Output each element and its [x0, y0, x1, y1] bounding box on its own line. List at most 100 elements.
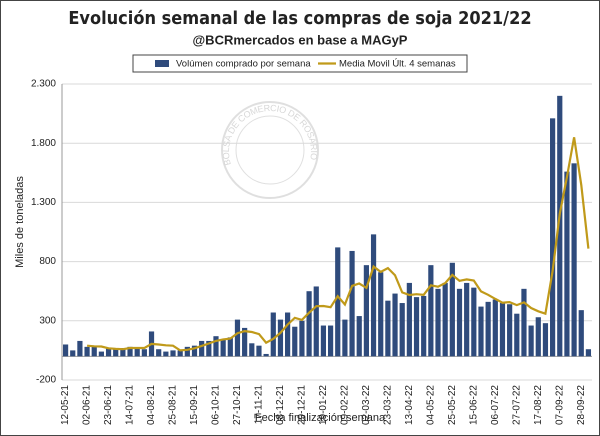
- bar: [356, 316, 362, 357]
- bar: [406, 282, 412, 357]
- bar: [492, 299, 498, 357]
- x-tick-label: 27-07-22: [511, 385, 522, 425]
- bar: [528, 325, 534, 357]
- bar: [327, 325, 334, 357]
- x-tick-label: 23-03-22: [383, 385, 394, 425]
- bar: [342, 319, 348, 357]
- bar: [213, 336, 219, 357]
- y-tick-label: 800: [39, 256, 56, 267]
- bar: [206, 340, 212, 357]
- y-tick-label: 300: [39, 315, 56, 326]
- x-tick-label: 12-05-21: [60, 385, 71, 425]
- bar: [98, 351, 104, 357]
- line: [87, 137, 590, 352]
- y-axis-label: Miles de toneladas: [14, 176, 26, 268]
- bar: [542, 323, 549, 357]
- bar: [299, 320, 305, 357]
- x-tick-label: 14-07-21: [125, 385, 136, 425]
- bar: [70, 350, 76, 357]
- bar: [413, 297, 420, 357]
- bar: [105, 348, 112, 357]
- bar: [242, 327, 248, 357]
- bar: [234, 319, 241, 357]
- bar: [163, 351, 169, 357]
- bar: [485, 301, 491, 357]
- x-tick-label: 29-12-21: [297, 385, 308, 425]
- bar: [335, 247, 341, 357]
- bar: [249, 343, 255, 357]
- x-tick-label: 27-10-21: [232, 385, 243, 425]
- x-tick-label: 17-08-22: [533, 385, 544, 425]
- bar: [428, 265, 434, 357]
- bar: [392, 293, 398, 357]
- bar: [585, 349, 592, 357]
- y-tick-label: 2.300: [31, 79, 56, 90]
- bar: [378, 272, 384, 357]
- bar: [564, 171, 570, 357]
- x-tick-label: 28-09-22: [576, 385, 587, 425]
- bar: [442, 282, 448, 357]
- bar: [514, 313, 520, 357]
- legend-swatch: [155, 60, 169, 67]
- x-tick-label: 07-09-22: [554, 385, 565, 425]
- bar: [313, 286, 319, 357]
- bar: [499, 303, 506, 357]
- bar: [170, 350, 176, 357]
- bar: [550, 118, 556, 357]
- x-tick-label: 06-07-22: [490, 385, 501, 425]
- bar: [134, 348, 140, 357]
- bar: [557, 95, 563, 357]
- bar: [535, 317, 541, 357]
- bar: [285, 312, 291, 357]
- bar: [456, 288, 463, 357]
- bar: [91, 346, 97, 357]
- bar: [263, 353, 269, 357]
- bar: [191, 345, 198, 357]
- bar: [199, 340, 205, 357]
- chart-title: Evolución semanal de las compras de soja…: [68, 8, 531, 29]
- x-tick-label: 04-05-22: [425, 385, 436, 425]
- x-axis-label: Fecha finalización semana: [255, 412, 386, 424]
- chart-subtitle: @BCRmercados en base a MAGyP: [193, 32, 408, 47]
- x-tick-label: 13-04-22: [404, 385, 415, 425]
- bar: [370, 234, 377, 357]
- x-tick-label: 09-02-22: [340, 385, 351, 425]
- bar: [399, 303, 405, 357]
- bar: [385, 300, 391, 357]
- x-tick-label: 25-08-21: [168, 385, 179, 425]
- bar: [435, 288, 441, 357]
- legend-label: Media Movil Últ. 4 semanas: [339, 59, 456, 70]
- x-tick-label: 15-06-22: [468, 385, 479, 425]
- bar: [62, 344, 69, 357]
- bar: [77, 340, 83, 357]
- bar: [84, 346, 90, 357]
- bar: [464, 282, 470, 357]
- x-tick-label: 17-11-21: [254, 385, 265, 425]
- legend-label: Volúmen comprado por semana: [176, 59, 311, 70]
- bar: [306, 291, 312, 357]
- bar: [471, 287, 477, 357]
- x-tick-label: 19-01-22: [318, 385, 329, 425]
- bar: [478, 306, 484, 357]
- x-tick-label: 23-06-21: [103, 385, 114, 425]
- bar: [256, 345, 262, 357]
- bar: [177, 350, 183, 357]
- bar: [292, 326, 298, 357]
- bar: [349, 250, 355, 357]
- x-tick-label: 08-12-21: [275, 385, 286, 425]
- bar: [184, 346, 190, 357]
- bar: [578, 310, 584, 357]
- bar: [270, 312, 276, 357]
- x-tick-label: 15-09-21: [189, 385, 200, 425]
- bar: [277, 319, 284, 357]
- x-tick-label: 02-03-22: [361, 385, 372, 425]
- x-tick-label: 02-06-21: [82, 385, 93, 425]
- y-tick-label: -200: [36, 375, 56, 386]
- bar: [421, 295, 427, 357]
- legend-box: [132, 54, 468, 73]
- bar: [227, 337, 233, 357]
- x-tick-label: 04-08-21: [146, 385, 157, 425]
- bar: [127, 346, 133, 357]
